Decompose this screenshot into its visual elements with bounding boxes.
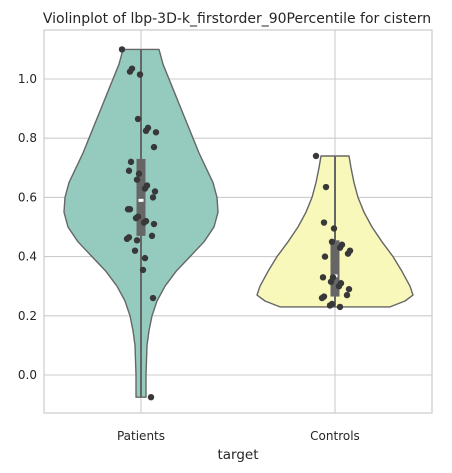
- plot-frame: [43, 29, 433, 414]
- y-tick-label: 0.8: [18, 131, 37, 145]
- data-point: [328, 238, 336, 245]
- violins: [63, 46, 414, 401]
- data-point: [326, 302, 334, 309]
- data-point: [319, 274, 327, 281]
- data-point: [345, 285, 353, 293]
- data-point: [148, 232, 156, 240]
- data-point: [150, 143, 158, 151]
- x-axis-label: target: [217, 447, 258, 463]
- y-tick-label: 0.4: [18, 250, 37, 264]
- data-point: [327, 278, 335, 285]
- median-patients: [138, 198, 144, 202]
- data-point: [131, 247, 139, 254]
- y-tick-label: 0.6: [18, 190, 37, 204]
- data-point: [140, 219, 148, 226]
- data-point: [136, 71, 144, 78]
- data-point: [125, 167, 133, 174]
- data-point: [344, 250, 352, 257]
- data-point: [152, 129, 160, 136]
- y-tick-label: 0.0: [18, 368, 37, 382]
- y-tick-labels: 0.0 0.2 0.4 0.6 0.8 1.0: [18, 72, 37, 382]
- data-point: [135, 170, 143, 177]
- data-point: [149, 194, 157, 201]
- y-tick-label: 1.0: [18, 72, 37, 86]
- data-point: [132, 214, 140, 222]
- data-point: [343, 291, 351, 299]
- data-point: [123, 235, 131, 243]
- data-point: [133, 176, 141, 183]
- data-point: [321, 253, 329, 260]
- x-tick-label: Patients: [117, 429, 165, 443]
- data-point: [147, 394, 155, 401]
- data-point: [126, 68, 134, 75]
- data-point: [134, 115, 142, 123]
- data-point: [149, 294, 157, 302]
- data-point: [150, 220, 158, 228]
- data-point: [330, 225, 338, 232]
- data-point: [322, 183, 330, 191]
- data-point: [124, 206, 132, 213]
- data-point: [320, 219, 328, 226]
- y-tick-label: 0.2: [18, 309, 37, 323]
- data-point: [336, 303, 344, 311]
- iqr-box-patients: [136, 158, 146, 236]
- data-point: [151, 188, 159, 195]
- data-point: [139, 266, 147, 274]
- iqr-box-controls: [330, 240, 340, 297]
- data-point: [142, 127, 150, 134]
- data-point: [127, 158, 135, 166]
- data-point: [318, 294, 326, 302]
- data-point: [141, 185, 149, 192]
- data-point: [133, 237, 141, 244]
- data-point: [336, 244, 344, 251]
- data-point: [312, 152, 320, 160]
- x-tick-label: Controls: [310, 429, 360, 443]
- chart-title: Violinplot of lbp-3D-k_firstorder_90Perc…: [43, 11, 431, 27]
- data-point: [118, 46, 126, 53]
- data-point: [335, 283, 343, 290]
- x-tick-labels: Patients Controls: [117, 429, 360, 443]
- data-point: [141, 254, 149, 262]
